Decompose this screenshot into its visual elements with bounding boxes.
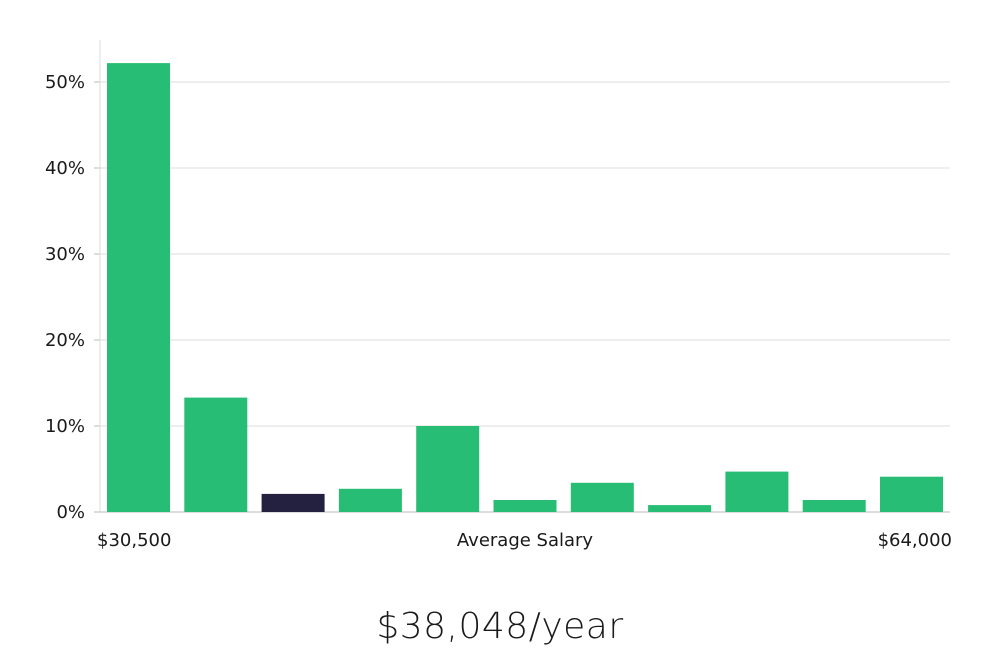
bar (416, 426, 480, 512)
bar (725, 471, 789, 512)
grid-lines (100, 81, 950, 427)
average-salary-value: $38,048/year (376, 606, 624, 647)
bar (880, 476, 943, 512)
bars (107, 63, 943, 512)
y-tick-label: 20% (45, 330, 85, 351)
bar (570, 482, 634, 512)
bar (184, 397, 248, 512)
bar (648, 505, 712, 512)
bar (107, 63, 170, 512)
bar (802, 500, 866, 512)
x-max-label: $64,000 (878, 530, 952, 551)
y-tick-label: 30% (45, 244, 85, 265)
y-tick-label: 10% (45, 416, 85, 437)
bar (493, 500, 557, 512)
y-tick-labels: 0% 10% 20% 30% 40% 50% (45, 72, 85, 523)
bar (338, 488, 402, 512)
y-tick-label: 40% (45, 158, 85, 179)
x-min-label: $30,500 (97, 530, 171, 551)
y-tick-label: 0% (56, 502, 85, 523)
y-tick-label: 50% (45, 72, 85, 93)
highlighted-bar (261, 493, 325, 512)
x-axis-title: Average Salary (457, 530, 594, 551)
